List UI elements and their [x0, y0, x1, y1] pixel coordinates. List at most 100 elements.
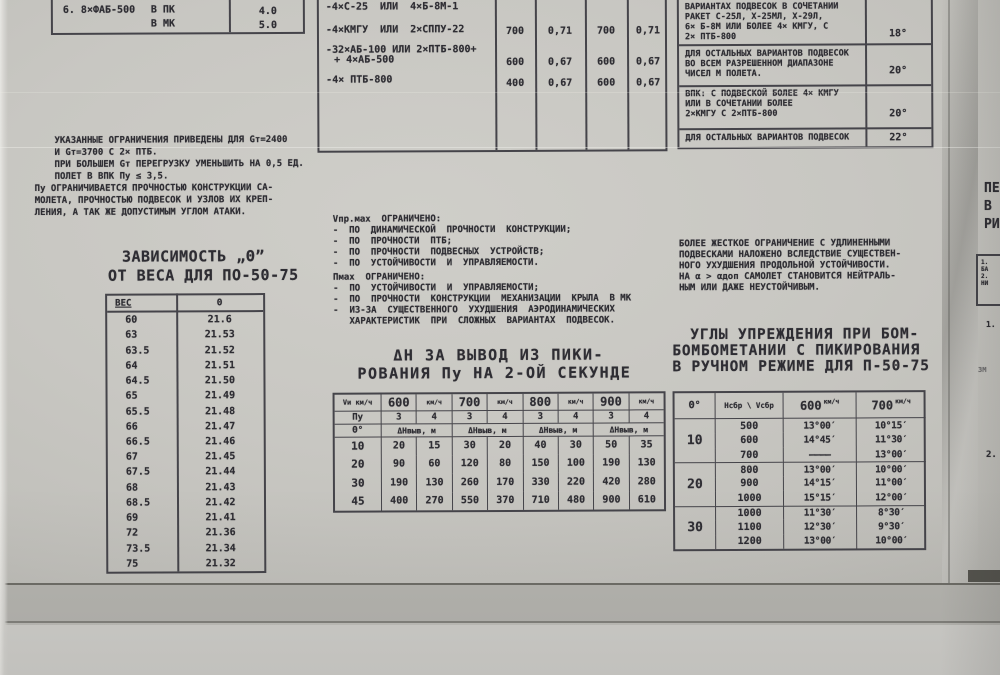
cell: 90	[380, 454, 417, 474]
table-row: 65.5 21.48	[125, 405, 236, 418]
lead-title-line2: БОМБОМЕТАНИИ С ПИКИРОВАНИЯ	[672, 342, 921, 360]
limits-row-text: ДЛЯ ОСТАЛЬНЫХ ВАРИАНТОВ ПОДВЕСОК	[685, 132, 850, 144]
theta-weight-table: ВЕС Θ 60 21.6 63 21.53 63.5 21.52 64 21.51 6…	[105, 293, 267, 574]
column-divider	[494, 0, 498, 151]
recovery-title-line2: РОВАНИЯ Пу НА 2-ОЙ СЕКУНДЕ	[357, 363, 632, 383]
note-pu-limits: Пу ОГРАНИЧИВАЕТСЯ ПРОЧНОСТЬЮ КОНСТРУКЦИИ…	[34, 182, 274, 219]
stores-speed-table: -4×С-25 ИЛИ 4×Б-8М-1 -4×КМГУ ИЛИ 2×СППУ-…	[316, 0, 668, 153]
theta-group-label: 30	[675, 505, 716, 550]
theta-value: 45	[351, 494, 365, 508]
release-height: 1000	[714, 490, 784, 506]
theta-value: 20	[351, 457, 365, 471]
limit-angle: 18°	[888, 28, 908, 40]
cell: 150	[522, 454, 558, 473]
cell: 100	[557, 454, 594, 473]
row-divider	[679, 43, 932, 47]
speed-unit: км/ч	[628, 393, 664, 410]
table-row: 63.5 21.52	[125, 344, 235, 357]
theta-title-line2: ОТ ВЕСА ДЛЯ ПО-50-75	[107, 265, 299, 285]
table-row: 63 21.53	[125, 329, 235, 341]
lead-angle-700: 10°15′	[855, 418, 926, 433]
pu-cell: 3	[522, 409, 558, 423]
theta-value: 10	[334, 436, 381, 456]
table-row: 75 21.32	[126, 558, 236, 570]
dive-angle-limits-table: ВАРИАНТАХ ПОДВЕСОК В СОЧЕТАНИИ РАКЕТ С-25…	[676, 0, 934, 150]
pu-cell: 3	[592, 409, 629, 423]
pu-cell: 4	[557, 409, 593, 423]
weight-column-header: ВЕС	[115, 298, 132, 309]
column-divider	[534, 0, 538, 150]
limit-angle: 22°	[889, 132, 908, 144]
table-row: 69 21.41	[126, 512, 236, 524]
theta-value: 30	[351, 476, 365, 490]
cell: 420	[593, 472, 629, 492]
pu-cell: 3	[380, 410, 417, 424]
theta-group-label: 10	[686, 433, 703, 449]
cell: 15	[416, 436, 452, 455]
lead-angle-700: 11°00′	[855, 475, 926, 491]
cell: 170	[487, 472, 523, 492]
cell: 130	[416, 473, 452, 492]
cell: 710	[522, 491, 558, 510]
cell: 260	[451, 473, 488, 492]
table-row: 68.5 21.42	[125, 497, 236, 509]
row-divider	[679, 84, 932, 88]
table-row: 64.5 21.50	[125, 375, 236, 387]
adjacent-panel-box-fragment: 1. БА 2. НИ	[976, 254, 1000, 306]
cell: 0,71	[547, 25, 573, 37]
theta-column-header: Θ°	[674, 393, 715, 420]
cell: 550	[451, 491, 488, 511]
panel-fold-shadow	[942, 0, 978, 586]
release-height: 600	[714, 433, 783, 448]
table-row: 66.5 21.46	[125, 436, 236, 448]
column-divider	[584, 0, 588, 150]
table-row: 72 21.36	[126, 527, 236, 540]
cell: 330	[522, 472, 558, 492]
cell: 190	[593, 453, 629, 473]
stores-row-label-cont: + 4×АБ-500	[334, 54, 395, 66]
lead-angle-600: 11°30′	[783, 505, 857, 520]
cell: 600	[597, 77, 616, 89]
speed-unit: км/ч	[557, 393, 593, 410]
lead-angle-700: 9°30′	[856, 519, 927, 534]
dh-sub-header: ΔНвыв, м	[451, 422, 523, 437]
cell: 0,67	[636, 56, 661, 68]
placard-bottom-rail	[0, 583, 1000, 623]
cell: 600	[506, 56, 525, 68]
theta-group-label: 20	[674, 462, 716, 506]
cell: 80	[486, 454, 523, 474]
lead-angle-600: ————	[782, 447, 856, 463]
adjacent-panel-letter: ПЕ	[984, 181, 1000, 196]
table-row: 64 21.51	[125, 359, 235, 372]
table-row: 60 21.6	[125, 314, 232, 326]
cell: 400	[506, 77, 525, 89]
cell: 480	[557, 491, 594, 510]
note-g-limits: УКАЗАННЫЕ ОГРАНИЧЕНИЯ ПРИВЕДЕНЫ ДЛЯ Gт=2…	[54, 134, 304, 182]
panel-edge-line	[948, 0, 950, 584]
release-height: 800	[714, 462, 783, 477]
speed-700-header: 700 км/ч	[855, 392, 926, 419]
release-height: 1200	[715, 534, 784, 550]
cell: 50	[592, 435, 629, 455]
cell: 900	[593, 490, 629, 510]
value-pk: 4.0	[258, 5, 277, 18]
speed-unit: км/ч	[486, 393, 523, 411]
lead-angle-600: 13°00′	[783, 533, 857, 549]
theta-column-header: Θ	[216, 297, 223, 308]
lead-angle-600: 14°45′	[782, 432, 856, 448]
table-row: 66 21.47	[125, 420, 236, 433]
speed-header: 700	[451, 394, 487, 411]
adjacent-panel-mark: 2.	[986, 450, 997, 460]
cell: 610	[628, 490, 665, 510]
speed-unit: км/ч	[415, 394, 452, 411]
corner-header: Vи км/ч	[342, 398, 373, 407]
mode-pk-label: В ПК	[150, 4, 175, 16]
limits-row-text: ВАРИАНТАХ ПОДВЕСОК В СОЧЕТАНИИ РАКЕТ С-25…	[684, 1, 839, 43]
row-divider	[679, 127, 932, 131]
cell: 0,67	[548, 77, 573, 89]
pu-cell: 3	[451, 410, 487, 424]
adjacent-panel-mark: 3М	[978, 366, 987, 374]
cell: 270	[416, 491, 452, 511]
